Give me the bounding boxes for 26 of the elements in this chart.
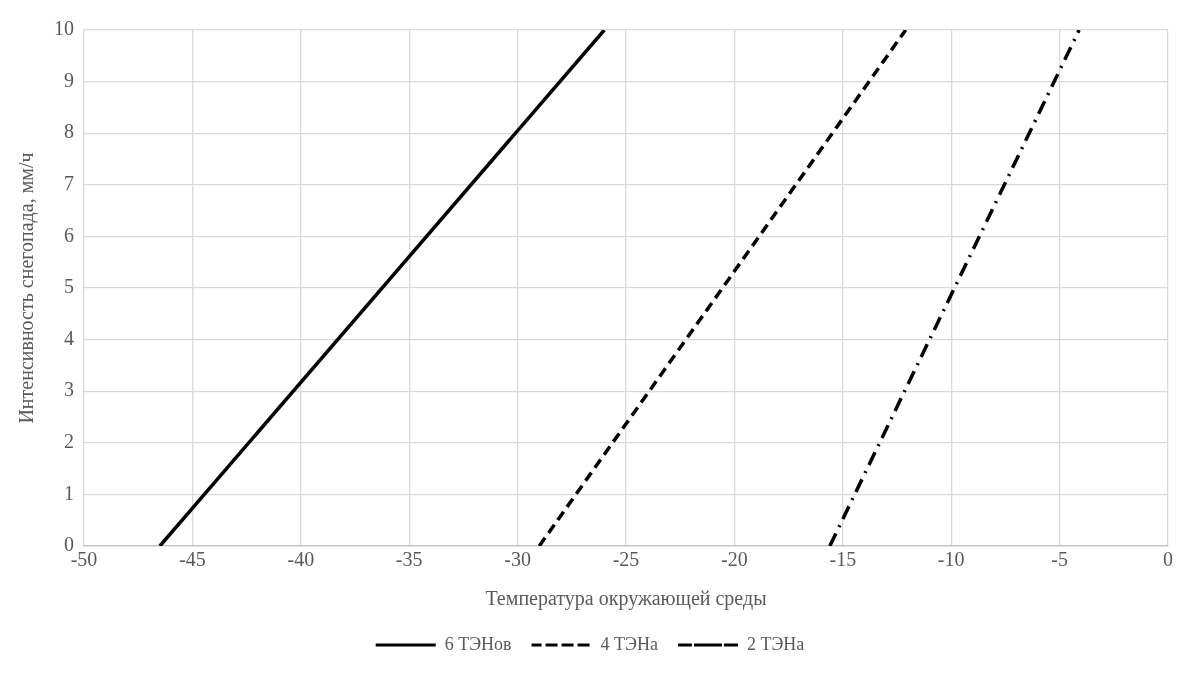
x-tick-label: -25: [612, 548, 640, 571]
y-tick-label: 9: [64, 68, 74, 91]
x-tick-label: -5: [1051, 548, 1068, 571]
x-tick-label: -40: [287, 548, 315, 571]
legend-label: 2 ТЭНа: [746, 633, 805, 654]
x-tick-label: -10: [937, 548, 965, 571]
y-tick-label: 1: [64, 481, 74, 504]
y-tick-label: 2: [64, 430, 74, 453]
y-tick-label: 8: [64, 120, 74, 143]
y-tick-label: 3: [64, 378, 74, 401]
y-tick-label: 4: [64, 326, 74, 349]
y-axis-title: Интенсивность снегопада, мм/ч: [15, 152, 39, 424]
legend-label: 6 ТЭНов: [444, 633, 512, 654]
y-tick-label: 7: [64, 172, 74, 195]
y-tick-label: 0: [64, 533, 74, 556]
y-tick-label: 10: [54, 17, 74, 40]
x-tick-label: -45: [179, 548, 206, 571]
legend-label: 4 ТЭНа: [600, 633, 658, 654]
y-tick-label: 6: [64, 223, 74, 246]
x-tick-label: -15: [829, 548, 857, 571]
x-axis-title: Температура окружающей среды: [485, 587, 767, 611]
x-tick-label: -20: [721, 548, 748, 571]
x-tick-label: 0: [1163, 548, 1173, 571]
x-tick-label: -30: [504, 548, 531, 571]
x-tick-label: -35: [395, 548, 423, 571]
y-tick-label: 5: [64, 275, 74, 298]
